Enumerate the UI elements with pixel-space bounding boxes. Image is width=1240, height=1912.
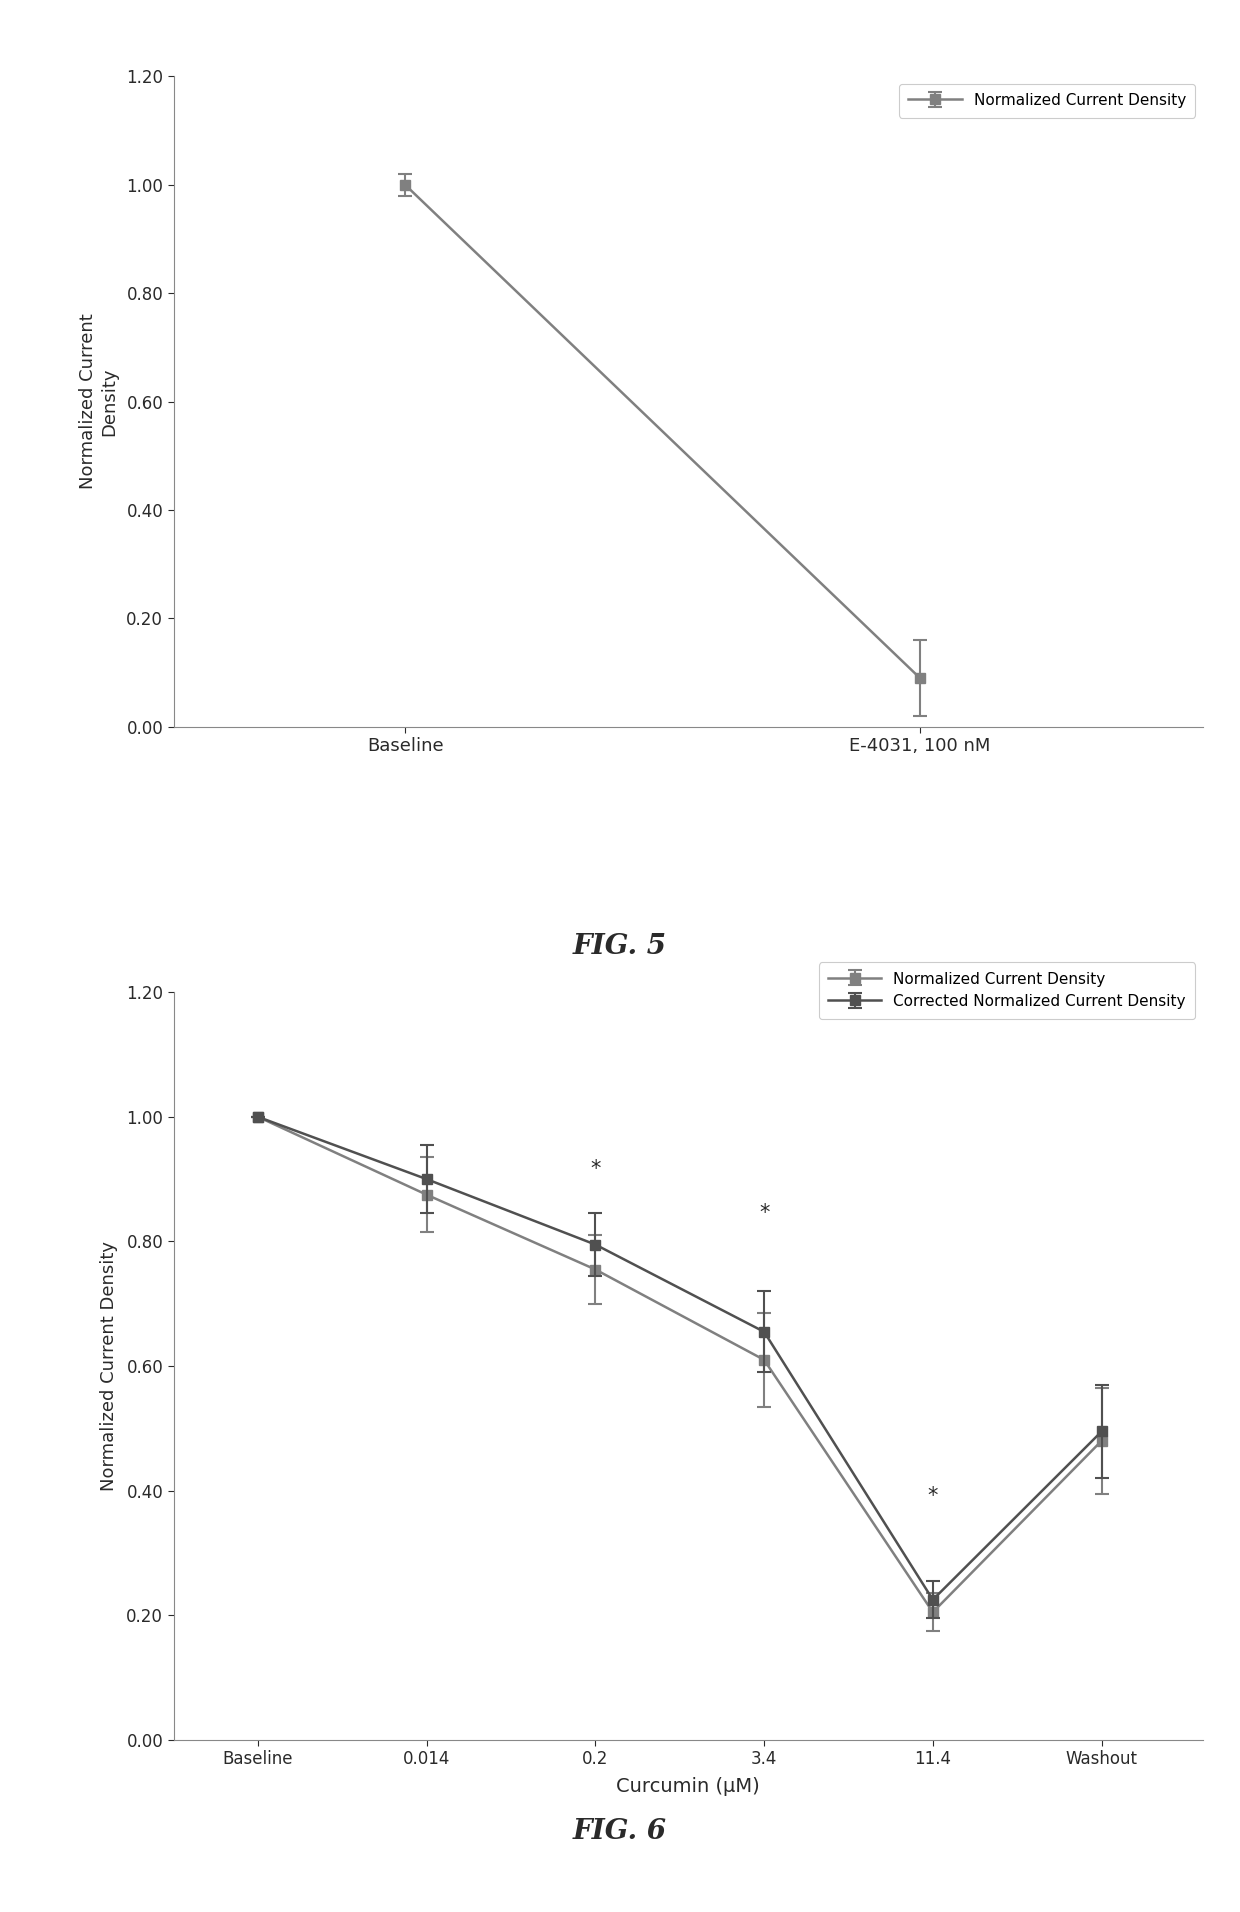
Text: *: *	[759, 1203, 769, 1224]
Legend: Normalized Current Density: Normalized Current Density	[899, 84, 1195, 117]
Text: FIG. 6: FIG. 6	[573, 1818, 667, 1845]
Text: *: *	[928, 1486, 937, 1507]
Text: FIG. 5: FIG. 5	[573, 933, 667, 960]
Y-axis label: Normalized Current
Density: Normalized Current Density	[79, 314, 118, 489]
Y-axis label: Normalized Current Density: Normalized Current Density	[100, 1241, 118, 1491]
X-axis label: Curcumin (μM): Curcumin (μM)	[616, 1776, 760, 1795]
Text: *: *	[590, 1159, 600, 1180]
Legend: Normalized Current Density, Corrected Normalized Current Density: Normalized Current Density, Corrected No…	[818, 962, 1195, 1019]
